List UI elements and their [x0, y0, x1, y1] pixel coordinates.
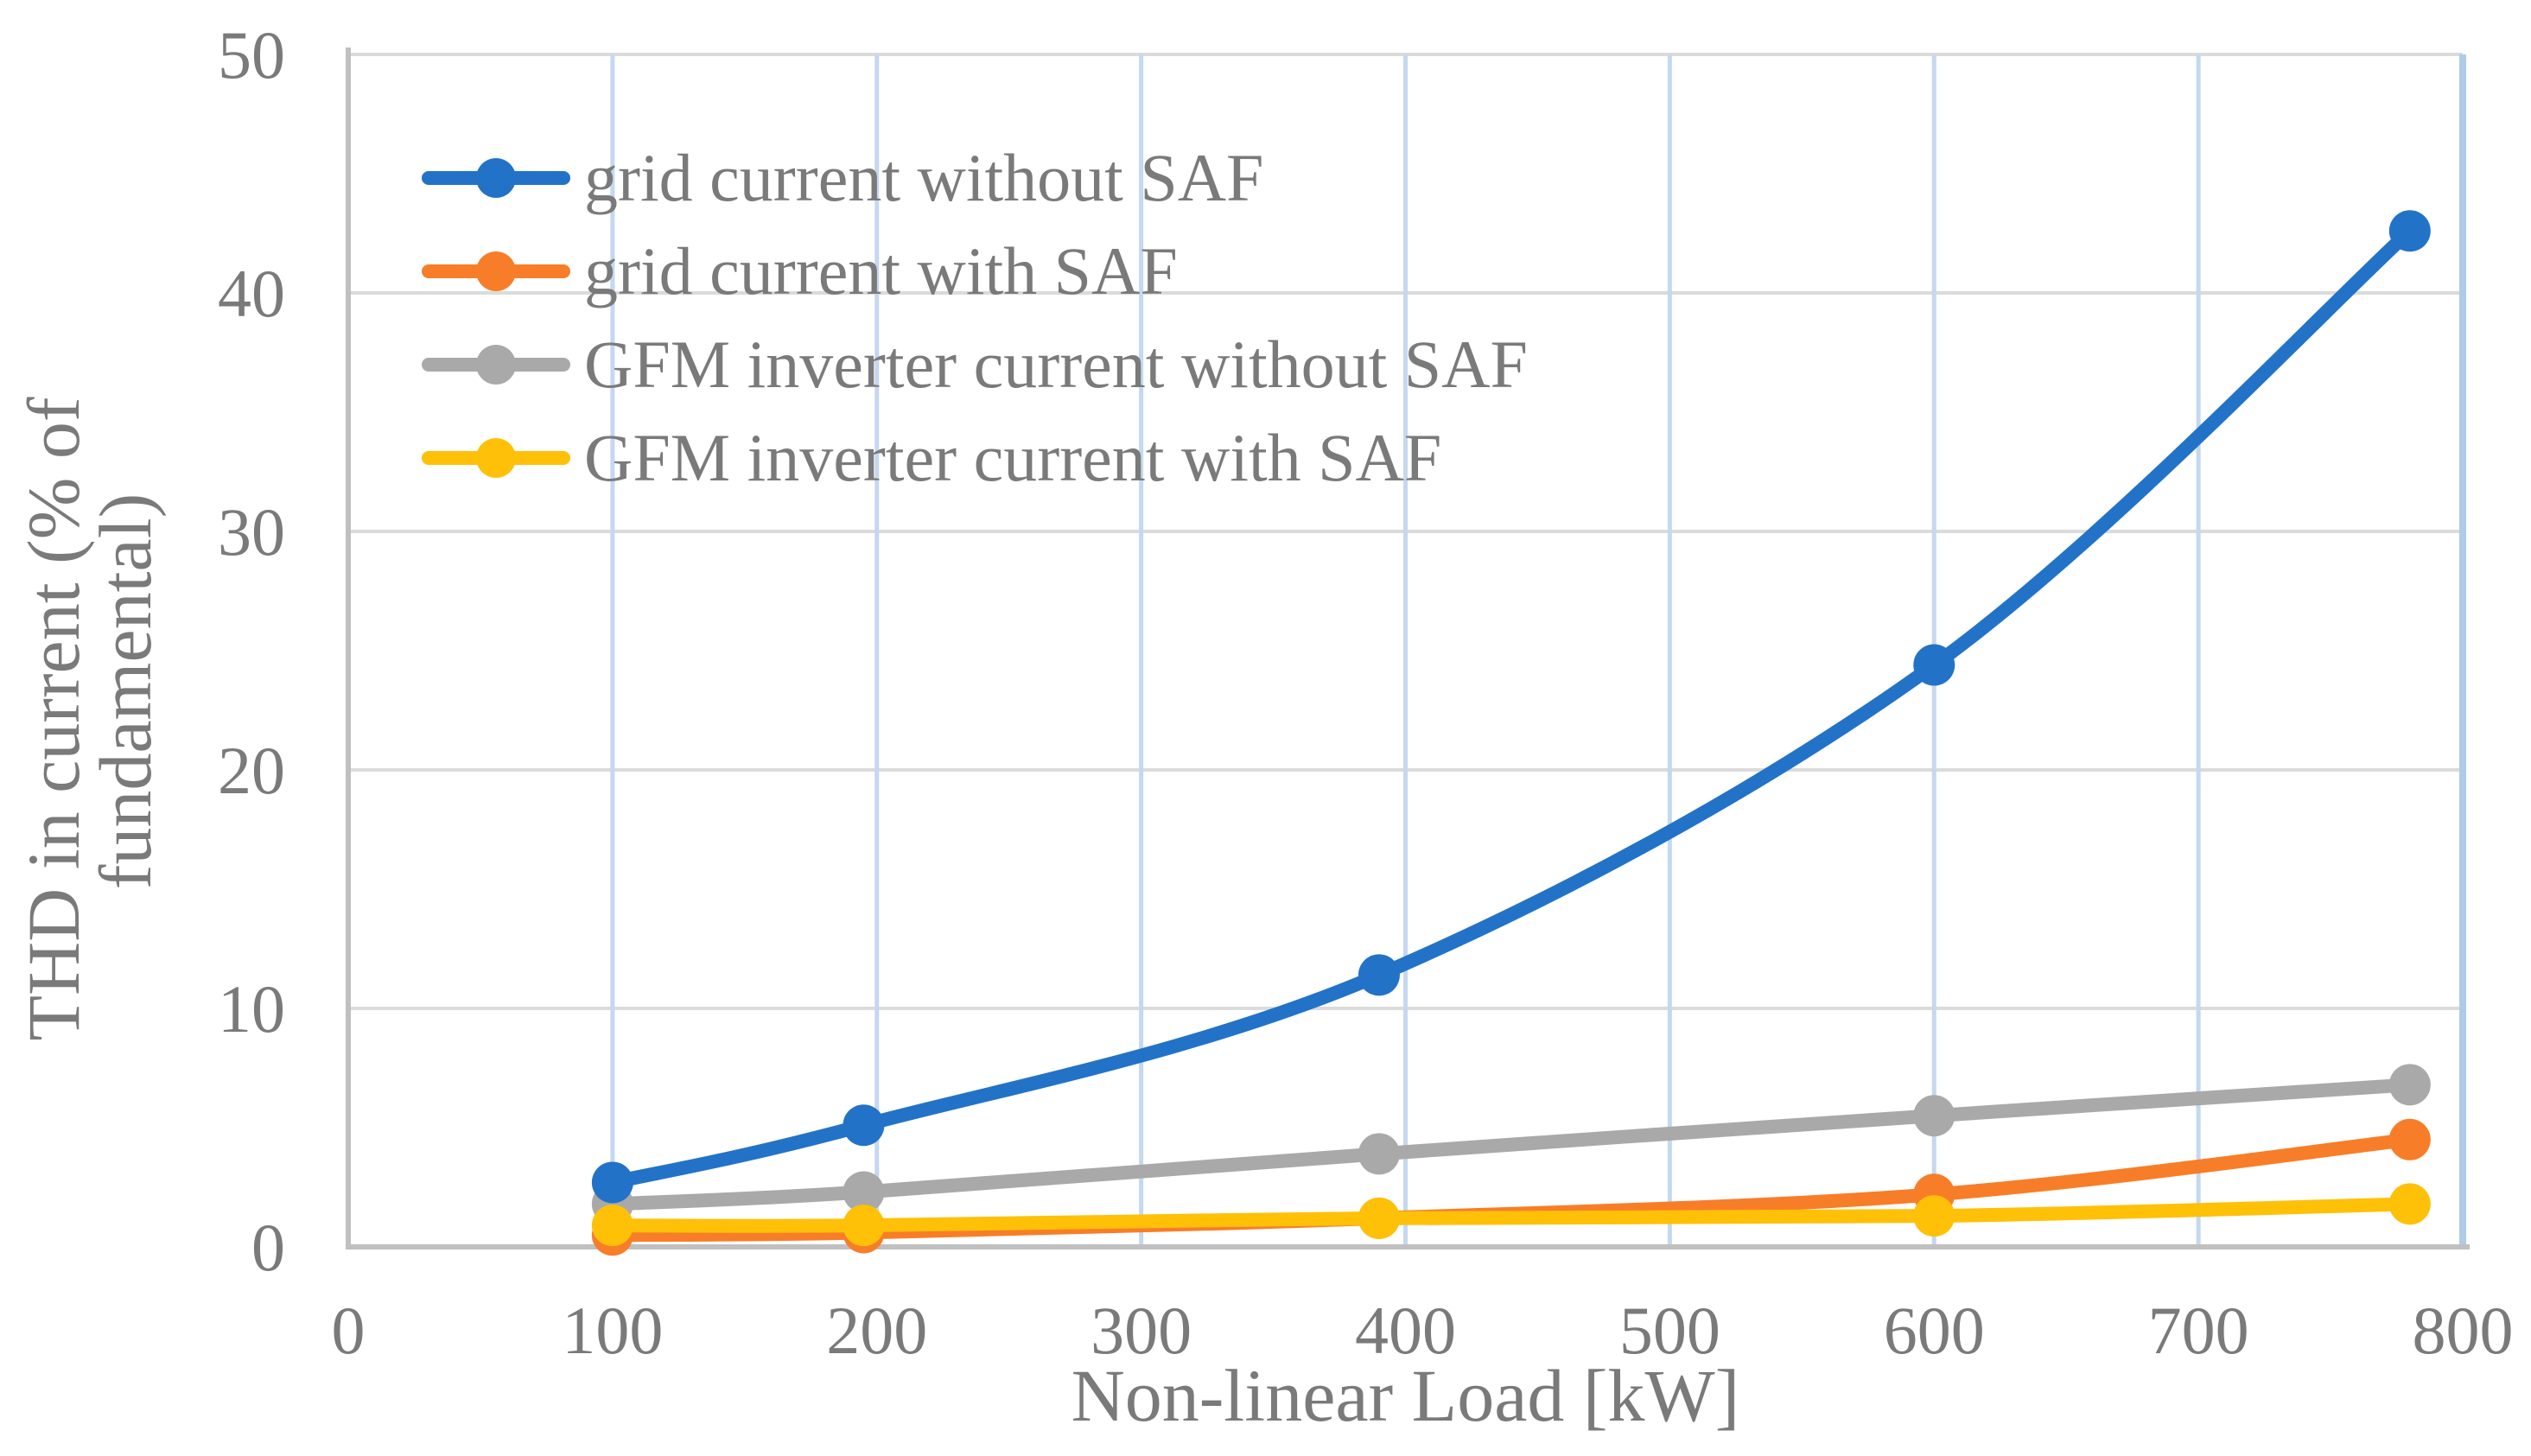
series-line-3 — [605, 1197, 2417, 1233]
data-point-marker-2 — [2388, 1064, 2431, 1106]
data-point-marker-1 — [2388, 1118, 2431, 1160]
x-tick-label: 0 — [332, 1293, 366, 1368]
legend-key-line-marker-icon — [422, 158, 570, 198]
data-point-marker-0 — [1358, 954, 1400, 996]
x-tick-label: 600 — [1884, 1293, 1985, 1368]
data-point-marker-3 — [591, 1205, 633, 1247]
x-tick-label: 500 — [1619, 1293, 1720, 1368]
data-point-marker-2 — [1358, 1133, 1400, 1175]
legend-item-gfm-inverter-current-with-saf: GFM inverter current with SAF — [422, 411, 1528, 505]
legend-label: GFM inverter current with SAF — [584, 420, 1442, 495]
y-tick-label: 30 — [218, 494, 285, 569]
x-axis-title: Non-linear Load [kW] — [1071, 1354, 1740, 1437]
data-point-marker-2 — [843, 1171, 885, 1213]
y-tick-label: 50 — [218, 17, 285, 92]
legend-key-line-marker-icon — [422, 345, 570, 385]
data-point-marker-0 — [2388, 210, 2431, 252]
legend-label: grid current without SAF — [584, 140, 1264, 215]
data-point-marker-3 — [843, 1205, 885, 1247]
legend: grid current without SAF grid current wi… — [422, 131, 1528, 505]
legend-item-grid-current-with-saf: grid current with SAF — [422, 225, 1528, 318]
series-line-0 — [605, 224, 2417, 1190]
series-line-2 — [605, 1078, 2417, 1211]
data-point-marker-0 — [843, 1104, 885, 1147]
legend-key-line-marker-icon — [422, 251, 570, 291]
data-point-marker-0 — [1913, 644, 1955, 686]
y-tick-label: 40 — [218, 256, 285, 331]
y-tick-label: 10 — [218, 971, 285, 1046]
legend-item-grid-current-without-saf: grid current without SAF — [422, 131, 1528, 225]
data-point-marker-3 — [2388, 1183, 2431, 1225]
x-tick-label: 200 — [826, 1293, 927, 1368]
data-point-marker-3 — [1913, 1195, 1955, 1237]
y-tick-label: 0 — [251, 1210, 285, 1285]
legend-label: grid current with SAF — [584, 233, 1178, 308]
data-point-marker-3 — [1358, 1197, 1400, 1239]
legend-label: GFM inverter current without SAF — [584, 327, 1528, 402]
x-tick-label: 100 — [562, 1293, 663, 1368]
x-tick-label: 300 — [1091, 1293, 1192, 1368]
data-point-marker-0 — [591, 1161, 633, 1204]
x-tick-label: 700 — [2148, 1293, 2249, 1368]
y-tick-label: 20 — [218, 733, 285, 808]
y-axis-title-line2: fundamental) — [84, 493, 167, 890]
data-point-marker-2 — [1913, 1095, 1955, 1137]
legend-item-gfm-inverter-current-without-saf: GFM inverter current without SAF — [422, 318, 1528, 411]
legend-key-line-marker-icon — [422, 438, 570, 478]
y-axis-title-line1: THD in current (% of — [12, 397, 95, 1041]
x-tick-label: 800 — [2413, 1293, 2514, 1368]
x-tick-label: 400 — [1355, 1293, 1456, 1368]
